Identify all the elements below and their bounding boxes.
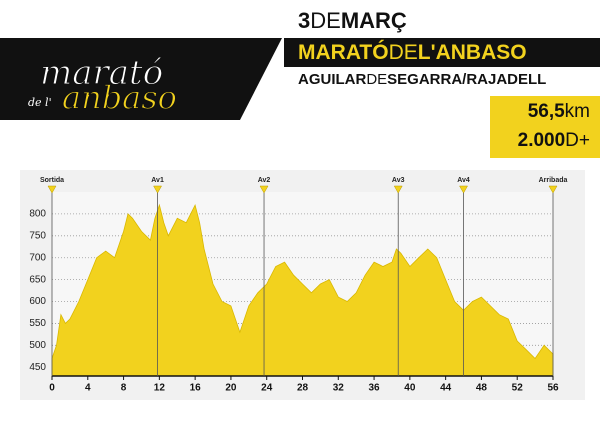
x-tick-label: 52 [512,383,524,394]
logo-text: anbaso [62,79,177,117]
place-part: AGUILAR [298,71,366,88]
x-tick-label: 4 [85,383,91,394]
distance-part: 56,5 [528,101,565,122]
waypoint-label: Av4 [457,177,470,184]
waypoint-label: Av1 [151,177,164,184]
x-tick-label: 0 [49,383,55,394]
waypoint-marker [459,185,468,194]
y-tick-label: 700 [29,252,46,263]
place-part: DE [366,71,387,88]
waypoint-marker [259,185,269,194]
y-tick-label: 600 [29,296,46,307]
stats-box [490,96,600,158]
x-tick-label: 36 [369,383,381,394]
y-tick-label: 550 [29,318,46,329]
date-part: 3 [298,8,310,33]
race-part: L'ANBASO [418,41,527,64]
waypoint-marker [393,185,403,194]
logo-text: de l' [28,96,52,109]
place: AGUILARDESEGARRA/RAJADELL [298,71,546,88]
x-tick-label: 20 [225,383,237,394]
race-band [284,38,600,67]
date-part: MARÇ [341,8,407,33]
waypoint-label: Sortida [40,177,64,184]
y-tick-label: 750 [29,230,46,241]
x-tick-label: 24 [261,383,273,394]
x-tick-label: 8 [121,383,127,394]
race-name: MARATÓDEL'ANBASO [298,40,527,64]
logo-text: marató [40,53,163,93]
x-tick-label: 48 [476,383,488,394]
race-part: MARATÓ [298,40,389,64]
climb-part: D+ [565,130,590,151]
x-tick-label: 40 [404,383,416,394]
x-tick-label: 32 [333,383,345,394]
place-part: SEGARRA/RAJADELL [387,71,546,88]
x-tick-label: 44 [440,383,452,394]
distance-part: km [565,101,590,122]
distance: 56,5km [528,101,590,122]
elevation-area [51,203,554,377]
climb-part: 2.000 [518,130,566,151]
race-part: DE [389,41,418,64]
waypoint-label: Arribada [539,177,568,184]
waypoint-marker [548,185,558,194]
logo-band [0,38,282,120]
x-tick-label: 56 [547,383,559,394]
waypoint-marker [47,185,57,194]
date-part: DE [310,8,341,33]
x-tick-label: 28 [297,383,309,394]
y-tick-label: 450 [29,362,46,373]
x-tick-label: 12 [154,383,166,394]
y-tick-label: 800 [29,209,46,220]
waypoint-label: Av3 [392,177,405,184]
waypoint-marker [153,185,162,194]
y-tick-label: 650 [29,274,46,285]
y-tick-label: 500 [29,340,46,351]
climb: 2.000D+ [518,130,590,151]
date: 3DEMARÇ [298,8,407,33]
waypoint-label: Av2 [258,177,271,184]
x-tick-label: 16 [190,383,202,394]
